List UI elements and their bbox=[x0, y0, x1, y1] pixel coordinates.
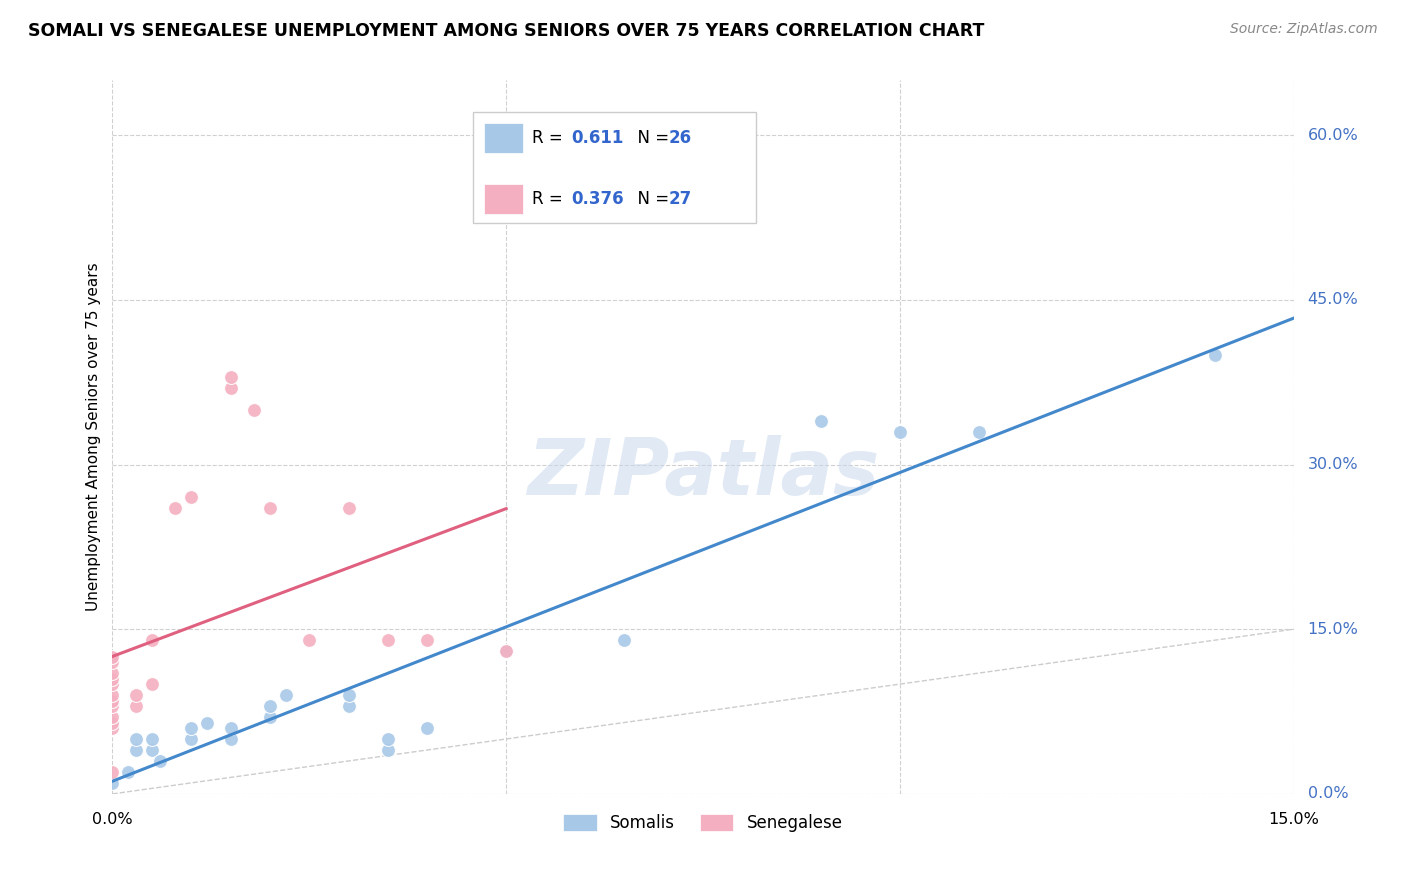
Text: Source: ZipAtlas.com: Source: ZipAtlas.com bbox=[1230, 22, 1378, 37]
Point bbox=[337, 688, 360, 702]
Point bbox=[219, 381, 242, 395]
Point bbox=[180, 731, 202, 746]
Point bbox=[101, 649, 124, 664]
Point bbox=[298, 633, 321, 648]
Point bbox=[377, 731, 399, 746]
Point bbox=[180, 491, 202, 505]
Text: N =: N = bbox=[627, 190, 675, 208]
Text: ZIPatlas: ZIPatlas bbox=[527, 434, 879, 511]
Y-axis label: Unemployment Among Seniors over 75 years: Unemployment Among Seniors over 75 years bbox=[86, 263, 101, 611]
Point bbox=[810, 414, 832, 428]
Point bbox=[495, 644, 517, 658]
Text: N =: N = bbox=[627, 129, 675, 147]
Text: 45.0%: 45.0% bbox=[1308, 293, 1358, 308]
Point bbox=[101, 721, 124, 735]
Point bbox=[195, 715, 218, 730]
Point bbox=[613, 633, 636, 648]
Point bbox=[180, 721, 202, 735]
Text: 0.0%: 0.0% bbox=[93, 812, 132, 827]
Text: 0.376: 0.376 bbox=[571, 190, 624, 208]
Point bbox=[1204, 348, 1226, 362]
Text: SOMALI VS SENEGALESE UNEMPLOYMENT AMONG SENIORS OVER 75 YEARS CORRELATION CHART: SOMALI VS SENEGALESE UNEMPLOYMENT AMONG … bbox=[28, 22, 984, 40]
Point bbox=[101, 688, 124, 702]
Point bbox=[337, 501, 360, 516]
Point bbox=[101, 677, 124, 691]
Point bbox=[889, 425, 911, 439]
Point bbox=[377, 633, 399, 648]
Point bbox=[259, 699, 281, 714]
Point bbox=[101, 672, 124, 686]
Text: 30.0%: 30.0% bbox=[1308, 457, 1358, 472]
Point bbox=[101, 666, 124, 681]
Point bbox=[101, 710, 124, 724]
Point bbox=[416, 633, 439, 648]
Point bbox=[416, 721, 439, 735]
Text: 15.0%: 15.0% bbox=[1268, 812, 1319, 827]
Point bbox=[141, 677, 163, 691]
Point bbox=[101, 693, 124, 707]
Point bbox=[141, 743, 163, 757]
Point bbox=[259, 501, 281, 516]
Point bbox=[219, 369, 242, 384]
Point bbox=[101, 655, 124, 669]
Point bbox=[967, 425, 990, 439]
Point bbox=[117, 764, 139, 779]
Point bbox=[141, 633, 163, 648]
Point bbox=[101, 764, 124, 779]
Point bbox=[101, 776, 124, 790]
Point bbox=[125, 743, 148, 757]
Point bbox=[495, 644, 517, 658]
Text: 0.0%: 0.0% bbox=[1308, 787, 1348, 801]
Point bbox=[274, 688, 297, 702]
Point bbox=[101, 699, 124, 714]
Text: R =: R = bbox=[531, 129, 568, 147]
Point bbox=[337, 699, 360, 714]
Text: R =: R = bbox=[531, 190, 568, 208]
Point bbox=[101, 715, 124, 730]
Text: 60.0%: 60.0% bbox=[1308, 128, 1358, 143]
Point bbox=[259, 710, 281, 724]
Point bbox=[243, 402, 266, 417]
Point bbox=[165, 501, 187, 516]
Text: 27: 27 bbox=[668, 190, 692, 208]
Text: 0.611: 0.611 bbox=[571, 129, 623, 147]
Point bbox=[125, 688, 148, 702]
Point bbox=[125, 699, 148, 714]
Point bbox=[377, 743, 399, 757]
Point bbox=[125, 731, 148, 746]
Point bbox=[141, 731, 163, 746]
Text: 15.0%: 15.0% bbox=[1308, 622, 1358, 637]
Legend: Somalis, Senegalese: Somalis, Senegalese bbox=[557, 807, 849, 839]
Point bbox=[219, 721, 242, 735]
Point bbox=[219, 731, 242, 746]
Point bbox=[149, 754, 172, 768]
Text: 26: 26 bbox=[668, 129, 692, 147]
